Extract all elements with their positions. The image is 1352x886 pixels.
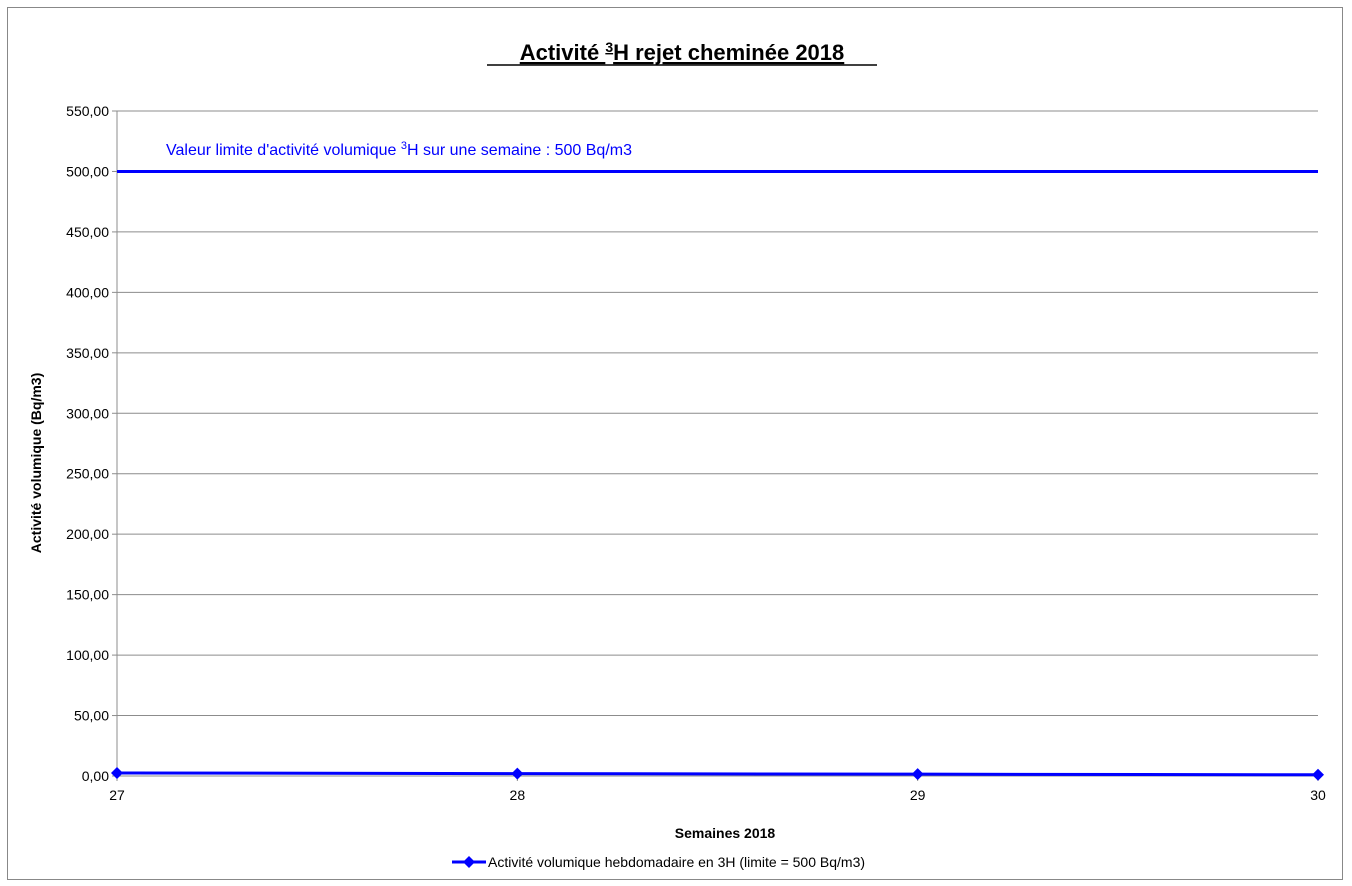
y-axis-title: Activité volumique (Bq/m3) [28,373,44,553]
limit-line-annotation: Valeur limite d'activité volumique 3H su… [166,140,632,159]
y-tick-label: 550,00 [66,103,109,119]
y-tick-label: 0,00 [82,768,109,784]
legend-label: Activité volumique hebdomadaire en 3H (l… [488,854,865,870]
limit-annotation-prefix: Valeur limite d'activité volumique [166,142,401,159]
series-point-marker [111,766,123,779]
x-tick-label: 28 [510,787,526,803]
series-point-marker [511,767,524,780]
x-tick-label: 27 [109,787,125,803]
y-tick-label: 350,00 [66,345,109,361]
x-tick-label: 29 [910,787,926,803]
y-tick-label: 450,00 [66,224,109,240]
x-tick-labels: 27 28 29 30 [109,787,1326,803]
series-point-marker [911,768,924,781]
grid-layer [112,110,1319,781]
y-tick-label: 300,00 [66,405,109,421]
y-tick-label: 50,00 [74,708,109,724]
y-tick-labels: 0,00 50,00 100,00 150,00 200,00 250,00 300,00 3… [66,103,109,784]
limit-annotation-superscript: 3 [401,140,407,152]
chart-frame: Activité 3H rejet cheminée 2018 0,00 50,0… [7,7,1343,880]
chart-title-suffix: H rejet cheminée 2018 [613,40,844,65]
chart-title: Activité 3H rejet cheminée 2018 [520,39,845,65]
x-axis-title: Semaines 2018 [675,825,776,841]
y-tick-label: 150,00 [66,587,109,603]
y-tick-label: 250,00 [66,466,109,482]
y-tick-label: 500,00 [66,163,109,179]
series-point-marker [1312,768,1324,781]
chart-svg: Activité 3H rejet cheminée 2018 0,0050,0… [28,39,1326,870]
x-tick-label: 30 [1310,787,1326,803]
legend: Activité volumique hebdomadaire en 3H (l… [452,854,865,870]
legend-marker-diamond [463,856,475,868]
y-tick-label: 200,00 [66,526,109,542]
chart-title-superscript: 3 [605,39,613,55]
y-tick-label: 100,00 [66,647,109,663]
series-line [116,771,1319,777]
limit-annotation-suffix: H sur une semaine : 500 Bq/m3 [407,142,632,159]
series-layer [111,766,1324,781]
y-tick-label: 400,00 [66,284,109,300]
chart-title-prefix: Activité [520,40,606,65]
